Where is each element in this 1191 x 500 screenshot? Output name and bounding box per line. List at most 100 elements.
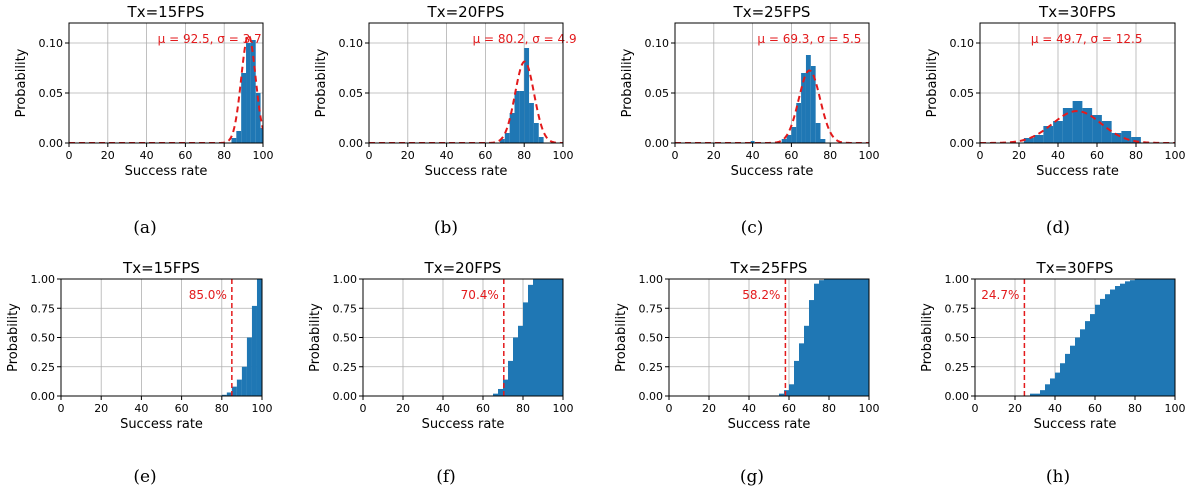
x-tick-label: 100 — [553, 149, 574, 162]
y-axis-label: Probability — [925, 48, 940, 117]
bar — [1082, 108, 1093, 143]
bar — [796, 103, 802, 143]
bar — [1043, 126, 1054, 143]
bar — [493, 393, 498, 396]
bar — [236, 131, 242, 143]
chart-panel-c: μ = 69.3, σ = 5.5 0 20 40 60 80 100 0.00 0.05 0.1… — [620, 3, 880, 238]
threshold-annotation: 24.7% — [981, 288, 1019, 302]
y-tick-label: 0.00 — [645, 137, 670, 150]
bar — [810, 66, 816, 143]
bar — [538, 279, 543, 396]
y-tick-label: 0.25 — [639, 361, 664, 374]
y-tick-label: 0.75 — [639, 302, 664, 315]
bar — [819, 280, 824, 396]
x-tick-label: 100 — [553, 402, 574, 415]
x-axis-label: Success rate — [728, 417, 811, 432]
x-tick-label: 60 — [784, 149, 798, 162]
fit-annotation: μ = 49.7, σ = 12.5 — [1031, 32, 1143, 46]
bar — [558, 279, 563, 396]
threshold-annotation: 85.0% — [189, 288, 227, 302]
bar — [548, 279, 553, 396]
y-tick-label: 0.25 — [333, 361, 358, 374]
x-tick-label: 80 — [822, 402, 836, 415]
x-tick-label: 20 — [396, 402, 410, 415]
y-tick-label: 1.00 — [333, 273, 358, 286]
x-tick-label: 80 — [1129, 149, 1143, 162]
y-tick-label: 0.50 — [31, 332, 56, 345]
bar — [1095, 304, 1100, 396]
x-tick-label: 60 — [478, 149, 492, 162]
bar — [820, 139, 826, 143]
y-tick-label: 0.10 — [645, 37, 670, 50]
x-tick-label: 0 — [58, 402, 65, 415]
y-tick-label: 0.10 — [339, 37, 364, 50]
y-tick-label: 0.75 — [945, 302, 970, 315]
x-axis-label: Success rate — [1034, 417, 1117, 432]
bars — [499, 48, 544, 143]
bar — [519, 91, 525, 143]
y-axis-label: Probability — [620, 48, 635, 117]
bar — [814, 283, 819, 396]
threshold-annotation: 58.2% — [742, 288, 780, 302]
x-tick-label: 80 — [823, 149, 837, 162]
x-tick-label: 80 — [215, 402, 229, 415]
x-tick-label: 20 — [1008, 402, 1022, 415]
threshold-annotation: 70.4% — [461, 288, 499, 302]
y-tick-label: 0.00 — [31, 390, 56, 403]
bar — [246, 43, 251, 143]
bar — [231, 386, 237, 396]
bar — [1080, 329, 1085, 396]
x-tick-label: 0 — [666, 402, 673, 415]
bar — [801, 73, 806, 143]
y-tick-label: 0.00 — [945, 390, 970, 403]
y-tick-label: 0.25 — [945, 361, 970, 374]
y-tick-label: 0.05 — [339, 87, 364, 100]
y-axis-label: Probability — [6, 303, 21, 372]
x-tick-label: 100 — [253, 149, 274, 162]
chart-title: Tx=25FPS — [730, 259, 808, 277]
x-tick-label: 60 — [782, 402, 796, 415]
x-tick-label: 20 — [401, 149, 415, 162]
x-tick-label: 80 — [217, 149, 231, 162]
y-tick-label: 0.50 — [639, 332, 664, 345]
bar — [1121, 131, 1132, 143]
fit-annotation: μ = 69.3, σ = 5.5 — [757, 32, 861, 46]
chart-title: Tx=30FPS — [1036, 259, 1114, 277]
bar — [750, 141, 755, 143]
bar — [1090, 314, 1095, 396]
x-tick-label: 40 — [140, 149, 154, 162]
bar — [805, 55, 811, 143]
y-tick-label: 0.50 — [945, 332, 970, 345]
bar — [799, 343, 804, 396]
bar — [523, 302, 528, 396]
panel-caption: (e) — [133, 467, 156, 487]
bar — [226, 392, 232, 396]
bar — [1033, 135, 1044, 143]
bar — [789, 384, 794, 396]
y-axis-label: Probability — [308, 303, 323, 372]
panel-caption: (c) — [741, 218, 764, 238]
x-tick-label: 80 — [516, 402, 530, 415]
bar — [1101, 121, 1112, 143]
panel-caption: (a) — [133, 218, 156, 238]
x-tick-label: 20 — [94, 402, 108, 415]
panel-caption: (b) — [434, 218, 458, 238]
x-tick-label: 0 — [672, 149, 679, 162]
chart-panel-g: 58.2% 0 20 40 60 80 100 0.00 0.25 0.50 0.75 1.00 Tx=… — [614, 259, 880, 487]
bar — [1062, 108, 1073, 143]
chart-panel-b: μ = 80.2, σ = 4.9 0 20 40 60 80 100 0.00 0.05 0.1… — [314, 3, 577, 238]
y-tick-label: 0.00 — [333, 390, 358, 403]
x-tick-label: 40 — [436, 402, 450, 415]
bar — [849, 279, 854, 396]
fit-curve — [369, 60, 563, 143]
chart-panel-f: 70.4% 0 20 40 60 80 100 0.00 0.25 0.50 0.75 1.00 Tx=… — [308, 259, 574, 487]
bars — [1023, 101, 1141, 143]
bar — [528, 284, 533, 396]
bar — [533, 279, 538, 396]
bar — [236, 379, 242, 396]
bar — [834, 279, 839, 396]
bar — [553, 279, 558, 396]
x-tick-label: 0 — [972, 402, 979, 415]
bar — [1115, 286, 1120, 396]
